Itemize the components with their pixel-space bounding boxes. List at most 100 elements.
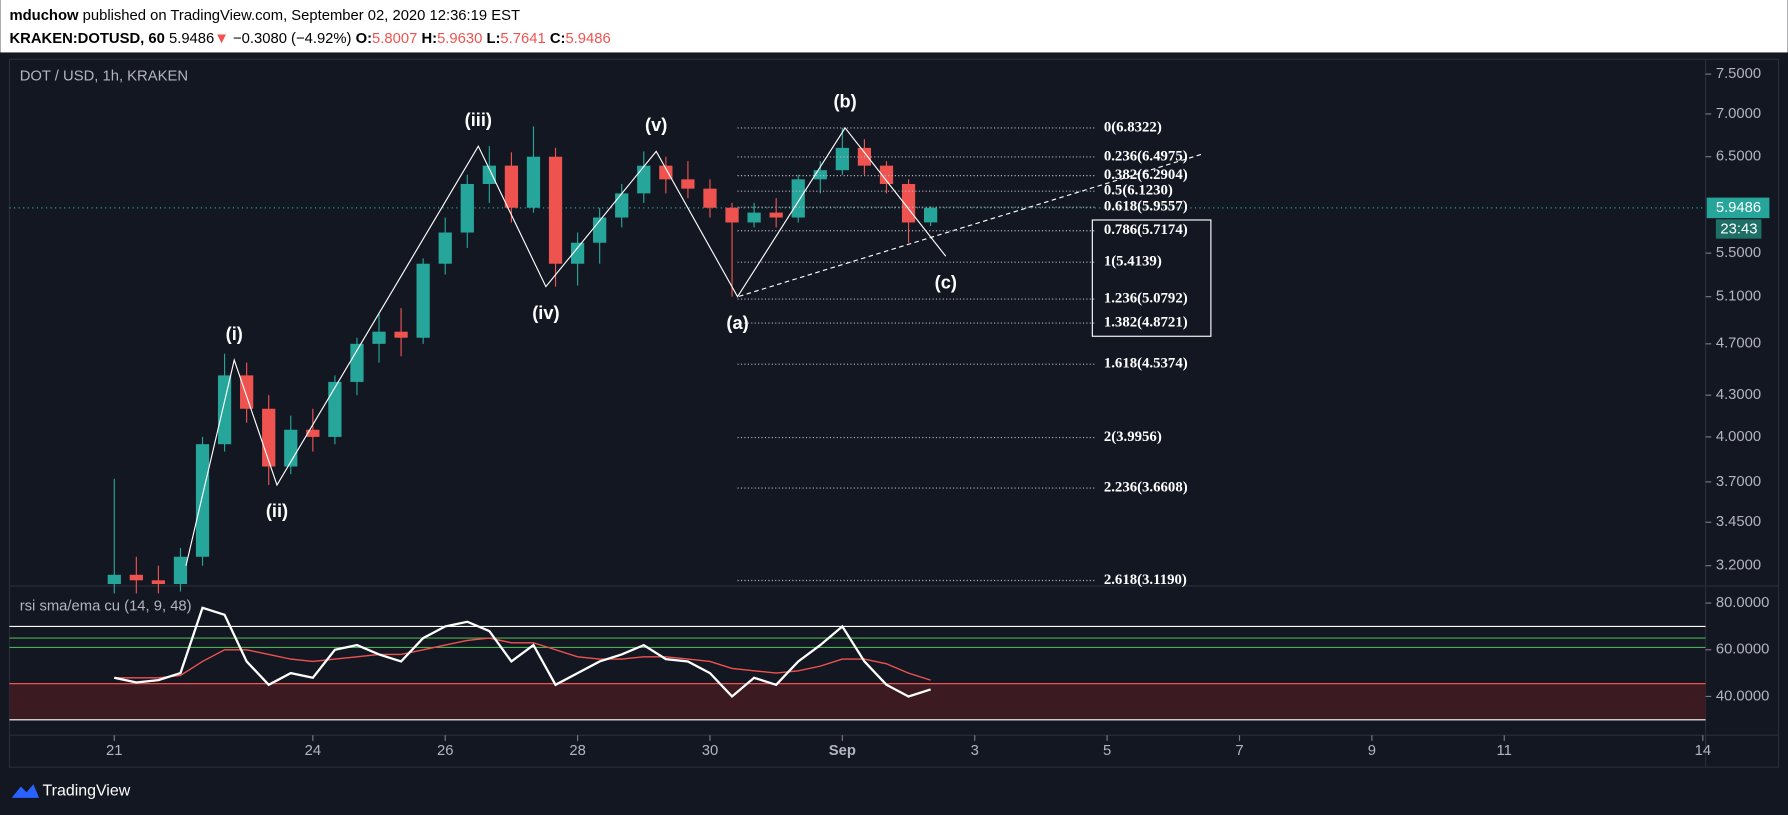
- o-label: O:: [356, 31, 372, 47]
- y-tick-label: 3.7000: [1716, 474, 1761, 490]
- candle-body: [173, 556, 188, 585]
- candle-body: [372, 331, 386, 344]
- o: 5.8007: [372, 31, 417, 47]
- wave-label: (c): [935, 271, 957, 292]
- y-tick-label: 4.7000: [1716, 336, 1761, 352]
- candle-body: [416, 263, 430, 338]
- x-tick-label: 24: [305, 743, 321, 759]
- y-tick-label: 4.3000: [1716, 387, 1761, 403]
- wave-label: (i): [226, 323, 243, 344]
- candle-body: [593, 217, 607, 243]
- candle-body: [703, 188, 717, 208]
- candle-body: [681, 179, 695, 189]
- fib-box: [1091, 219, 1212, 337]
- fib-label: 1(5.4139): [1104, 254, 1162, 270]
- y-tick-label: 60.0000: [1716, 642, 1770, 658]
- l-label: L:: [486, 31, 500, 47]
- fib-label: 1.236(5.0792): [1104, 290, 1188, 306]
- candle-body: [879, 165, 894, 184]
- candle-body: [615, 193, 629, 218]
- candle-body: [637, 165, 651, 194]
- candle-body: [769, 212, 783, 218]
- wave-label: (iv): [532, 302, 559, 323]
- last-price-box: [1706, 197, 1770, 219]
- candle-body: [129, 574, 143, 581]
- author: mduchow: [9, 8, 79, 24]
- candle-body: [526, 156, 541, 208]
- wave-label: (ii): [266, 500, 288, 521]
- candle-body: [747, 212, 761, 223]
- logo-icon: [11, 784, 40, 798]
- candle-body: [659, 165, 673, 180]
- fib-label: 0.618(5.9557): [1104, 199, 1188, 215]
- rsi-band: [9, 683, 1706, 720]
- candle-body: [328, 381, 342, 437]
- y-tick-label: 7.5000: [1716, 66, 1761, 82]
- rsi-line: [114, 606, 931, 699]
- y-tick-label: 3.2000: [1716, 558, 1761, 574]
- x-tick-label: 14: [1695, 743, 1711, 759]
- candle-body: [394, 331, 408, 338]
- x-tick-label: 28: [569, 743, 585, 759]
- h-label: H:: [421, 31, 437, 47]
- candle-body: [262, 408, 276, 467]
- x-tick-label: 30: [702, 743, 718, 759]
- rsi-title: rsi sma/ema cu (14, 9, 48): [20, 598, 192, 614]
- logo: [11, 784, 40, 798]
- countdown-label: 23:43: [1720, 221, 1757, 237]
- wave-label: (a): [726, 312, 748, 333]
- fib-label: 0.382(6.2904): [1104, 167, 1188, 183]
- l: 5.7641: [500, 31, 545, 47]
- candle-body: [504, 165, 519, 208]
- wave-line: [185, 126, 947, 566]
- x-tick-label: 11: [1497, 743, 1512, 759]
- candle-body: [438, 232, 452, 264]
- candle-body: [460, 183, 474, 233]
- header-line1: mduchow published on TradingView.com, Se…: [9, 8, 520, 24]
- h: 5.9630: [437, 31, 482, 47]
- c: 5.9486: [565, 31, 610, 47]
- candle-body: [195, 444, 210, 557]
- brand: TradingView: [43, 782, 131, 799]
- candle-body: [151, 580, 166, 585]
- x-tick-label: 9: [1368, 743, 1376, 759]
- candle-body: [107, 574, 121, 585]
- c-label: C:: [550, 31, 566, 47]
- y-tick-label: 3.4500: [1716, 514, 1761, 530]
- candle-body: [570, 242, 585, 264]
- frame: [8, 58, 1780, 768]
- candles: [107, 126, 938, 594]
- pane-title: DOT / USD, 1h, KRAKEN: [20, 68, 188, 84]
- x-tick-label: 5: [1103, 743, 1111, 759]
- header-line2: KRAKEN:DOTUSD, 60 5.9486▼ −0.3080 (−4.92…: [9, 31, 610, 47]
- header-bg: [0, 0, 1788, 53]
- fib-label: 2.236(3.6608): [1104, 479, 1188, 495]
- fib-label: 1.382(4.8721): [1104, 314, 1188, 330]
- wave-label: (b): [833, 91, 856, 112]
- candle-body: [835, 147, 849, 171]
- candle-body: [217, 375, 232, 445]
- x-tick-label: Sep: [829, 743, 856, 759]
- candle-body: [482, 165, 496, 184]
- candle-body: [350, 343, 364, 382]
- fib-label: 2(3.9956): [1104, 429, 1162, 445]
- x-tick-label: 26: [437, 743, 453, 759]
- rsi-line: [114, 637, 931, 681]
- x-tick-label: 3: [971, 743, 979, 759]
- arrow: ▼: [214, 31, 229, 47]
- fib-label: 0.236(6.4975): [1104, 148, 1188, 164]
- countdown-box: [1715, 219, 1762, 239]
- y-tick-label: 6.5000: [1716, 149, 1761, 165]
- candle-body: [548, 156, 563, 264]
- trend-line: [738, 153, 1204, 297]
- x-tick-label: 21: [106, 743, 122, 759]
- y-tick-label: 4.0000: [1716, 429, 1761, 445]
- fib-label: 0.5(6.1230): [1104, 183, 1173, 199]
- last: 5.9486: [169, 31, 214, 47]
- candle-body: [923, 207, 938, 223]
- y-tick-label: 80.0000: [1716, 595, 1770, 611]
- wave-label: (iii): [465, 109, 492, 130]
- change: −0.3080 (−4.92%): [233, 31, 352, 47]
- symbol: KRAKEN:DOTUSD, 60: [9, 31, 164, 47]
